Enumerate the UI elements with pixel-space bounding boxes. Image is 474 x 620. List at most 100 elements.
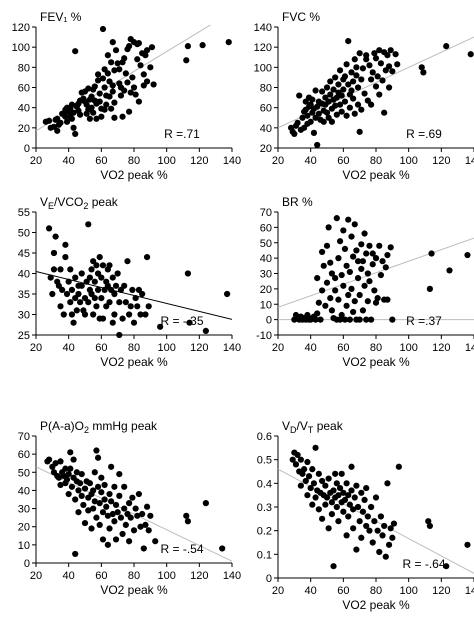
scatter-point — [109, 39, 116, 46]
scatter-point — [132, 295, 139, 302]
scatter-point — [143, 47, 151, 54]
scatter-point — [371, 518, 378, 525]
scatter-point — [361, 230, 368, 237]
scatter-point — [126, 538, 133, 545]
scatter-point — [297, 482, 304, 489]
scatter-point — [132, 91, 139, 98]
scatter-point — [377, 513, 384, 520]
scatter-point — [359, 65, 367, 72]
scatter-point — [381, 522, 388, 530]
scatter-point — [75, 487, 82, 494]
scatter-point — [328, 510, 335, 518]
scatter-point — [338, 470, 345, 477]
scatter-point — [350, 525, 357, 532]
scatter-point — [341, 245, 349, 252]
scatter-point — [124, 79, 131, 86]
scatter-point — [219, 545, 226, 552]
scatter-point — [350, 253, 357, 260]
scatter-point — [363, 316, 370, 323]
scatter-point — [104, 70, 111, 77]
scatter-point — [99, 536, 107, 543]
scatter-point — [348, 285, 355, 292]
scatter-point — [126, 311, 133, 318]
scatter-point — [426, 285, 433, 292]
y-tick-label: 120 — [254, 42, 272, 54]
scatter-point — [384, 296, 391, 303]
x-tick-label: 140 — [465, 155, 474, 167]
scatter-point — [70, 319, 77, 326]
scatter-point — [114, 509, 121, 516]
scatter-point — [327, 259, 334, 266]
scatter-point — [101, 481, 108, 489]
scatter-point — [323, 279, 331, 286]
x-tick-label: 80 — [128, 570, 140, 582]
chart-title: FEV₁ % — [40, 10, 82, 24]
x-tick-label: 120 — [190, 570, 208, 582]
y-tick-label: 60 — [260, 222, 272, 234]
scatter-point — [98, 489, 105, 496]
scatter-point — [98, 113, 105, 120]
scatter-point — [333, 503, 340, 511]
scatter-point — [103, 101, 110, 108]
scatter-point — [327, 78, 334, 85]
scatter-point — [348, 487, 355, 494]
x-tick-label: 40 — [305, 585, 317, 597]
scatter-point — [112, 282, 120, 289]
trend-line — [36, 466, 232, 562]
scatter-point — [50, 266, 58, 273]
scatter-point — [354, 84, 362, 91]
scatter-point — [327, 295, 334, 302]
x-tick-label: 100 — [157, 342, 175, 354]
scatter-point — [72, 274, 79, 281]
scatter-point — [139, 510, 146, 518]
scatter-point — [372, 55, 380, 62]
scatter-point — [116, 471, 123, 478]
scatter-point — [356, 316, 363, 323]
scatter-point — [88, 104, 95, 111]
scatter-point — [147, 512, 154, 519]
scatter-point — [90, 487, 97, 494]
scatter-point — [81, 485, 89, 492]
scatter-point — [351, 110, 358, 117]
scatter-point — [143, 254, 151, 261]
y-tick-label: 100 — [12, 42, 30, 54]
scatter-point — [129, 74, 136, 81]
scatter-point — [374, 295, 381, 302]
correlation-label: R = -.35 — [160, 314, 203, 328]
scatter-point — [55, 474, 62, 481]
x-tick-label: 40 — [63, 342, 75, 354]
scatter-point — [351, 494, 358, 501]
x-tick-label: 80 — [370, 585, 382, 597]
scatter-point — [363, 522, 370, 530]
scatter-point — [332, 287, 339, 294]
scatter-point — [356, 50, 363, 57]
scatter-point — [112, 47, 120, 54]
scatter-point — [312, 444, 319, 451]
y-tick-label: 70 — [260, 207, 272, 219]
scatter-point — [85, 299, 92, 306]
y-tick-label: 60 — [18, 83, 30, 95]
scatter-point — [114, 270, 121, 277]
scatter-point — [343, 532, 350, 539]
scatter-point — [333, 215, 340, 222]
scatter-point — [368, 76, 375, 83]
scatter-point — [353, 546, 360, 553]
scatter-point — [145, 527, 152, 534]
scatter-point — [83, 101, 90, 108]
scatter-point — [67, 449, 74, 456]
y-tick-label: 70 — [18, 431, 30, 443]
x-tick-label: 100 — [399, 585, 417, 597]
x-axis-label: VO2 peak % — [342, 598, 410, 612]
scatter-point — [77, 299, 84, 306]
scatter-point — [338, 92, 345, 99]
x-tick-label: 60 — [337, 585, 349, 597]
y-tick-label: 55 — [18, 207, 30, 219]
scatter-point — [101, 496, 108, 503]
chart-panel-2: 20 40 60 80 100 120 140 20 40 60 80 100 120 140 VO2 pe… — [254, 10, 474, 182]
scatter-point — [50, 249, 58, 257]
scatter-point — [109, 510, 116, 518]
scatter-point — [351, 221, 358, 228]
scatter-point — [353, 247, 360, 254]
chart-title: P(A-a)O2 mmHg peak — [40, 419, 158, 435]
chart-title: BR % — [282, 195, 313, 209]
